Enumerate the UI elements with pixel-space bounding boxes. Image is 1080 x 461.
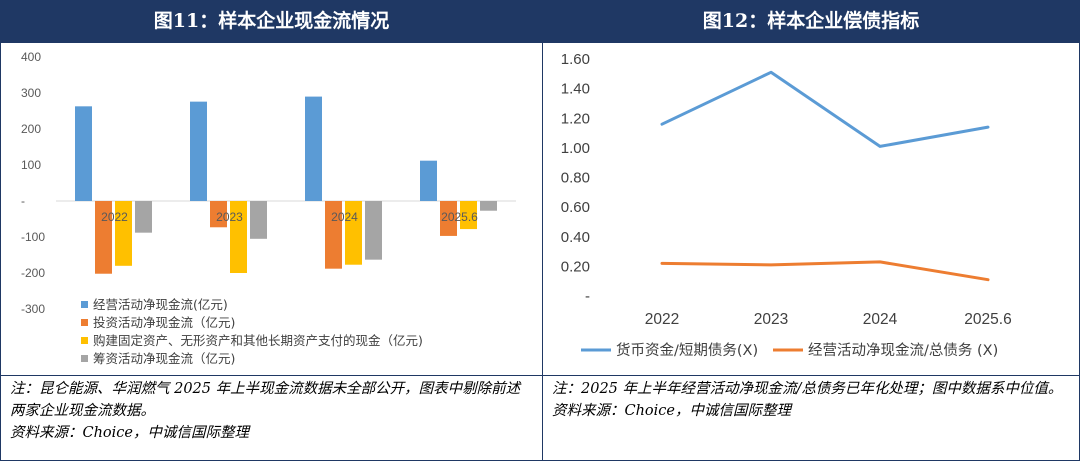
x-category-label: 2025.6	[441, 210, 478, 224]
legend-marker	[81, 301, 88, 308]
left-chart-area: 400 300 200 100 - -100 -200 -300 2022 2023 2024 202…	[1, 43, 542, 375]
bar	[305, 96, 322, 201]
legend-marker	[81, 355, 88, 362]
legend-marker	[81, 319, 88, 326]
legend-label: 经营活动净现金流(亿元)	[93, 297, 228, 312]
y-tick-label: 1.60	[561, 51, 590, 68]
bar	[345, 201, 362, 265]
y-tick-label: -	[585, 288, 590, 305]
x-category-label: 2023	[216, 210, 243, 224]
bar	[460, 201, 477, 230]
y-tick-label: 1.20	[561, 110, 590, 127]
y-tick-label: -300	[21, 302, 45, 316]
bar	[230, 201, 247, 273]
series-line	[660, 70, 990, 148]
right-panel: 图12：样本企业偿债指标 1.60 1.40 1.20 1.00 0.80 0.60 0.4…	[543, 0, 1080, 461]
right-note: 注：2025 年上半年经营活动净现金流/总债务已年化处理；图中数据系中位值。	[552, 381, 1063, 397]
left-chart-title: 图11：样本企业现金流情况	[1, 0, 542, 43]
x-category-label: 2023	[754, 311, 788, 328]
bar	[75, 106, 92, 201]
cash-flow-bar-chart: 400 300 200 100 - -100 -200 -300 2022 2023 2024 202…	[21, 50, 516, 366]
legend-label: 筹资活动净现金流（亿元)	[93, 351, 235, 366]
bar	[440, 201, 457, 236]
y-tick-label: 400	[21, 50, 41, 64]
y-tick-label: 300	[21, 86, 41, 100]
bar	[480, 201, 497, 211]
bar	[95, 201, 112, 274]
left-note: 注：昆仑能源、华润燃气 2025 年上半现金流数据未全部公开，图表中剔除前述两家…	[10, 381, 521, 419]
right-chart-title: 图12：样本企业偿债指标	[543, 0, 1079, 43]
x-category-label: 2022	[101, 210, 128, 224]
y-tick-label: 100	[21, 158, 41, 172]
bar	[135, 201, 152, 233]
bar	[210, 201, 227, 228]
bar	[365, 201, 382, 260]
bar	[115, 201, 132, 266]
series-line	[660, 260, 990, 282]
bar	[325, 201, 342, 269]
y-tick-label: 1.00	[561, 140, 590, 157]
left-notes: 注：昆仑能源、华润燃气 2025 年上半现金流数据未全部公开，图表中剔除前述两家…	[1, 375, 542, 461]
right-notes: 注：2025 年上半年经营活动净现金流/总债务已年化处理；图中数据系中位值。 资…	[543, 375, 1079, 461]
right-chart-area: 1.60 1.40 1.20 1.00 0.80 0.60 0.40 0.20 - 2022 202…	[543, 43, 1079, 375]
left-panel: 图11：样本企业现金流情况 400 300 200 100 - -100 -200 -300 2…	[0, 0, 543, 461]
legend-label: 购建固定资产、无形资产和其他长期资产支付的现金（亿元)	[93, 333, 423, 348]
bar	[190, 101, 207, 201]
y-tick-label: -	[21, 194, 25, 208]
y-tick-label: -100	[21, 230, 45, 244]
y-tick-label: 1.40	[561, 81, 590, 98]
debt-ratio-line-chart: 1.60 1.40 1.20 1.00 0.80 0.60 0.40 0.20 - 2022 202…	[561, 51, 1012, 359]
y-tick-label: 0.20	[561, 258, 590, 275]
y-tick-label: 0.60	[561, 199, 590, 216]
legend-label: 经营活动净现金流/总债务 (X)	[808, 342, 998, 359]
legend-marker	[81, 337, 88, 344]
legend-label: 投资活动净现金流（亿元)	[93, 315, 235, 330]
y-tick-label: 0.40	[561, 229, 590, 246]
y-tick-label: 200	[21, 122, 41, 136]
y-tick-label: 0.80	[561, 170, 590, 187]
bar	[420, 160, 437, 201]
x-category-label: 2022	[645, 311, 679, 328]
x-category-label: 2025.6	[964, 311, 1011, 328]
left-source: 资料来源：Choice，中诚信国际整理	[10, 425, 250, 441]
right-source: 资料来源：Choice，中诚信国际整理	[552, 403, 792, 419]
x-category-label: 2024	[863, 311, 898, 328]
x-category-label: 2024	[331, 210, 358, 224]
y-tick-label: -200	[21, 266, 45, 280]
bar	[250, 201, 267, 239]
legend-label: 货币资金/短期债务(X)	[616, 342, 758, 359]
